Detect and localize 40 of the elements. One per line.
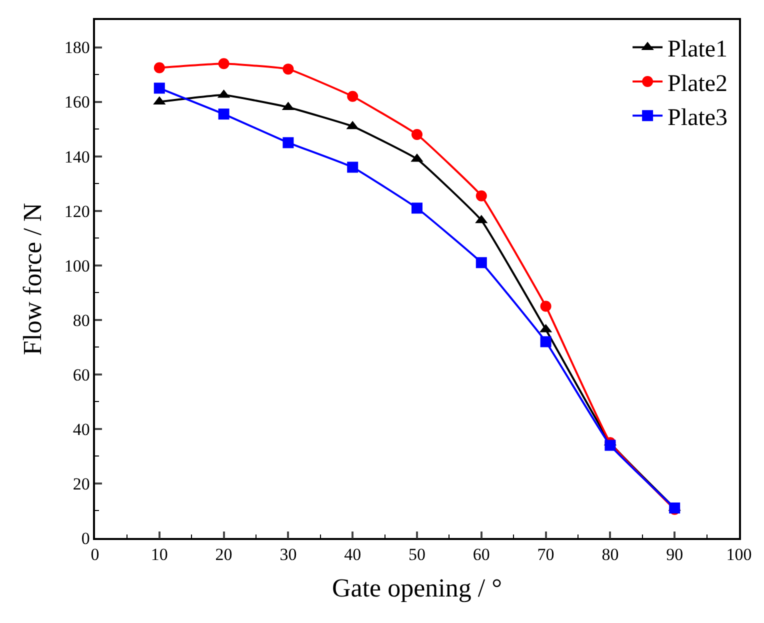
- y-tick-label: 100: [64, 256, 90, 276]
- point: [412, 129, 422, 140]
- point: [282, 137, 294, 148]
- x-tick-label: 70: [537, 545, 554, 564]
- y-tick-label: 0: [81, 528, 90, 548]
- point: [218, 58, 230, 70]
- point: [540, 300, 552, 312]
- x-tick-label: 50: [408, 545, 426, 564]
- x-tick-label: 20: [215, 545, 232, 564]
- x-tick-label: 30: [280, 545, 297, 564]
- y-tick-label: 60: [72, 365, 90, 384]
- point: [604, 440, 616, 451]
- y-tick-label: 120: [64, 202, 90, 221]
- y-tick-label: 180: [64, 38, 90, 58]
- y-tick-label: 140: [64, 147, 90, 166]
- x-tick-label: 60: [472, 545, 490, 564]
- x-tick-label: 90: [666, 545, 684, 564]
- x-tick-label: 100: [726, 545, 752, 564]
- point: [412, 202, 422, 214]
- y-tick-label: 20: [72, 474, 90, 494]
- y-axis-title: Flow force / N: [18, 202, 48, 356]
- y-tick-label: 160: [64, 92, 90, 112]
- point: [540, 336, 552, 348]
- x-tick-label: 40: [344, 545, 362, 564]
- point: [476, 190, 487, 202]
- legend-label: Plate3: [668, 105, 728, 132]
- x-axis-title: Gate opening / °: [332, 573, 502, 602]
- point: [347, 162, 358, 173]
- point: [282, 64, 294, 75]
- x-tick-label: 80: [602, 545, 619, 564]
- point: [154, 82, 165, 94]
- point: [347, 90, 358, 102]
- y-tick-label: 80: [72, 310, 90, 330]
- point: [218, 108, 230, 120]
- legend-label: Plate2: [668, 70, 728, 97]
- legend-label: Plate1: [668, 36, 728, 63]
- y-tick-label: 40: [72, 420, 90, 439]
- x-tick-label: 10: [150, 545, 168, 564]
- point: [476, 257, 487, 268]
- point: [154, 62, 165, 74]
